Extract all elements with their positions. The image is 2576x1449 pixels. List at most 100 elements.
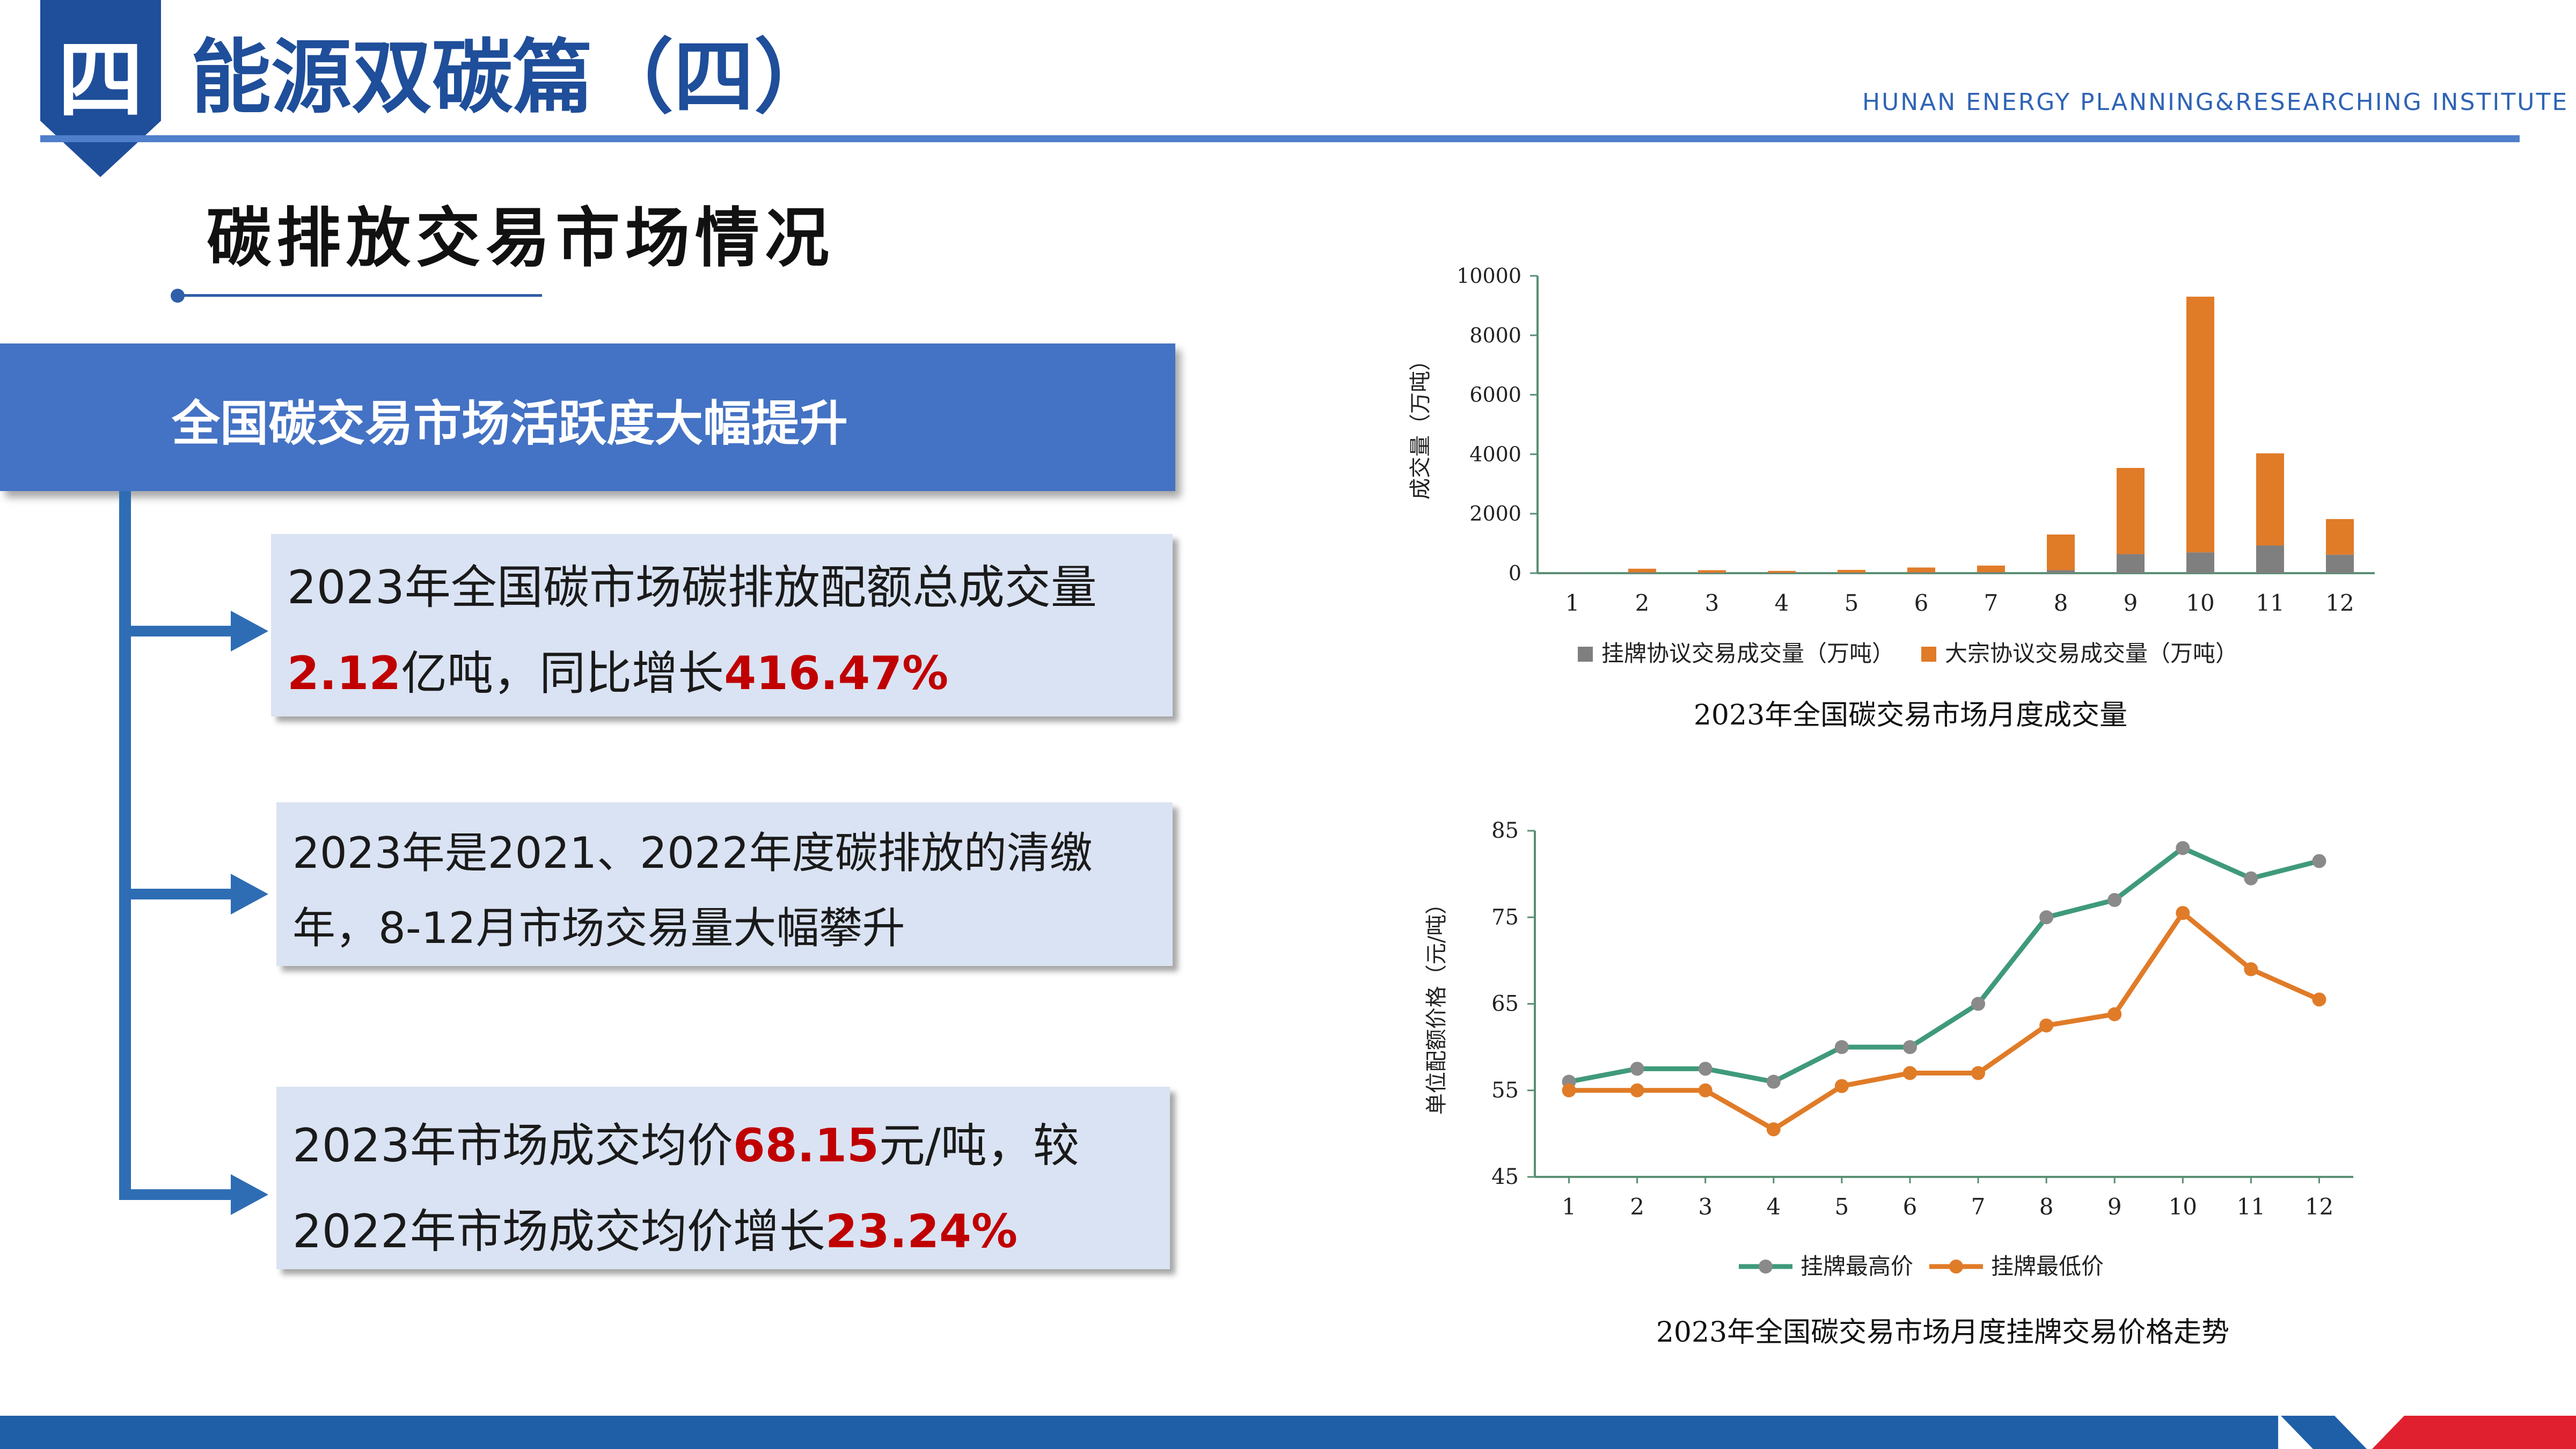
x-tick-label: 10 <box>2169 1194 2197 1220</box>
highlight-banner <box>0 343 1175 491</box>
bar-segment <box>1698 570 1726 573</box>
info-box-volume: 2023年全国碳市场碳排放配额总成交量 2.12亿吨，同比增长416.47% <box>271 534 1173 716</box>
volume-growth-value: 416.47% <box>724 647 949 700</box>
legend-label: 挂牌最低价 <box>1991 1253 2104 1279</box>
series-line <box>1569 910 2321 1132</box>
section-badge <box>40 0 161 177</box>
x-tick-label: 4 <box>1766 1194 1781 1220</box>
y-tick-label: 45 <box>1491 1165 1519 1189</box>
y-tick-label: 85 <box>1491 818 1519 843</box>
section-subtitle: 碳排放交易市场情况 <box>207 201 835 276</box>
data-point <box>1834 1079 1849 1093</box>
x-tick-label: 7 <box>1971 1194 1986 1220</box>
y-tick-label: 6000 <box>1469 383 1521 407</box>
bar-segment <box>1628 568 1656 573</box>
x-tick-label: 4 <box>1775 590 1789 616</box>
x-tick-label: 2 <box>1635 590 1650 616</box>
bar-segment <box>1628 572 1656 573</box>
legend-label: 大宗协议交易成交量（万吨） <box>1945 640 2238 667</box>
arrow-right-icon <box>231 874 268 914</box>
x-tick-label: 12 <box>2305 1194 2333 1220</box>
info-box-settlement: 2023年是2021、2022年度碳排放的清缴 年，8-12月市场交易量大幅攀升 <box>276 802 1173 966</box>
bar-segment <box>2186 296 2214 553</box>
connector-vertical-line <box>119 491 131 1199</box>
data-point <box>2039 910 2054 925</box>
x-tick-label: 8 <box>2054 590 2068 616</box>
y-axis-title: 单位配额价格（元/吨） <box>1424 893 1449 1115</box>
legend-marker <box>1759 1260 1773 1274</box>
x-tick-label: 10 <box>2186 590 2214 616</box>
data-point <box>2039 1018 2054 1033</box>
bar-segment <box>2186 552 2214 573</box>
bar-segment <box>1977 572 2005 573</box>
data-point <box>1630 1062 1644 1076</box>
y-tick-label: 55 <box>1491 1078 1519 1103</box>
data-point <box>1902 1066 1917 1080</box>
bar-segment <box>2326 554 2354 573</box>
y-tick-label: 4000 <box>1469 442 1521 466</box>
bar-segment <box>1907 572 1935 573</box>
institute-name: HUNAN ENERGY PLANNING&RESEARCHING INSTIT… <box>1862 89 2569 116</box>
legend-swatch <box>1921 647 1936 662</box>
bar-segment <box>1838 569 1865 573</box>
data-point <box>1971 1066 1986 1080</box>
section-badge-number: 四 <box>57 30 144 130</box>
info-box-line: 年，8-12月市场交易量大幅攀升 <box>292 903 905 953</box>
y-tick-label: 2000 <box>1469 502 1521 525</box>
x-tick-label: 9 <box>2124 590 2138 616</box>
bar-segment <box>1768 570 1796 573</box>
bar-segment <box>1977 565 2005 573</box>
data-point <box>2176 906 2190 920</box>
data-point <box>1902 1040 1917 1055</box>
x-tick-label: 5 <box>1835 1194 1849 1220</box>
x-tick-label: 5 <box>1845 590 1859 616</box>
highlight-banner-text: 全国碳交易市场活跃度大幅提升 <box>172 396 848 452</box>
info-box-line: 2022年市场成交均价增长23.24% <box>292 1205 1018 1258</box>
x-tick-label: 3 <box>1698 1194 1713 1220</box>
y-tick-label: 0 <box>1509 561 1521 585</box>
connector-branch-1 <box>119 626 248 636</box>
data-point <box>1698 1083 1713 1097</box>
legend-label: 挂牌协议交易成交量（万吨） <box>1601 640 1894 667</box>
info-box-line: 2023年市场成交均价68.15元/吨，较 <box>292 1119 1079 1173</box>
x-tick-label: 2 <box>1630 1194 1644 1220</box>
bar-segment <box>2047 570 2075 573</box>
bar-segment <box>2326 519 2354 555</box>
x-tick-label: 1 <box>1565 590 1580 616</box>
bar-segment <box>2117 554 2145 573</box>
y-tick-label: 75 <box>1491 905 1519 930</box>
arrow-right-icon <box>231 611 268 652</box>
x-tick-label: 6 <box>1903 1194 1918 1220</box>
series-line <box>1568 845 2320 1085</box>
arrow-right-icon <box>231 1174 268 1215</box>
x-tick-label: 12 <box>2325 590 2354 616</box>
x-tick-label: 7 <box>1984 590 1999 616</box>
legend-marker <box>1949 1260 1963 1274</box>
price-growth-value: 23.24% <box>825 1205 1018 1258</box>
subtitle-underline <box>172 294 542 297</box>
page-title: 能源双碳篇（四） <box>191 31 835 125</box>
x-tick-label: 1 <box>1562 1194 1576 1220</box>
data-point <box>1766 1122 1781 1137</box>
info-box-line: 2.12亿吨，同比增长416.47% <box>287 647 949 700</box>
x-tick-label: 6 <box>1914 590 1929 616</box>
legend-label: 挂牌最高价 <box>1801 1253 1913 1279</box>
y-axis-title: 成交量（万吨） <box>1408 349 1433 500</box>
connector-branch-2 <box>119 889 248 899</box>
bar-segment <box>1907 567 1935 573</box>
data-point <box>1834 1040 1849 1055</box>
data-point <box>2312 854 2326 868</box>
connector-branch-3 <box>119 1189 248 1200</box>
bar-segment <box>2256 545 2284 573</box>
x-tick-label: 8 <box>2039 1194 2054 1220</box>
volume-value: 2.12 <box>287 647 401 700</box>
header-divider <box>40 135 2520 142</box>
data-point <box>2244 962 2258 976</box>
data-point <box>2107 893 2122 907</box>
bar-segment <box>2256 453 2284 546</box>
y-tick-label: 8000 <box>1469 324 1521 347</box>
data-point <box>2176 841 2190 855</box>
data-point <box>2312 992 2326 1007</box>
